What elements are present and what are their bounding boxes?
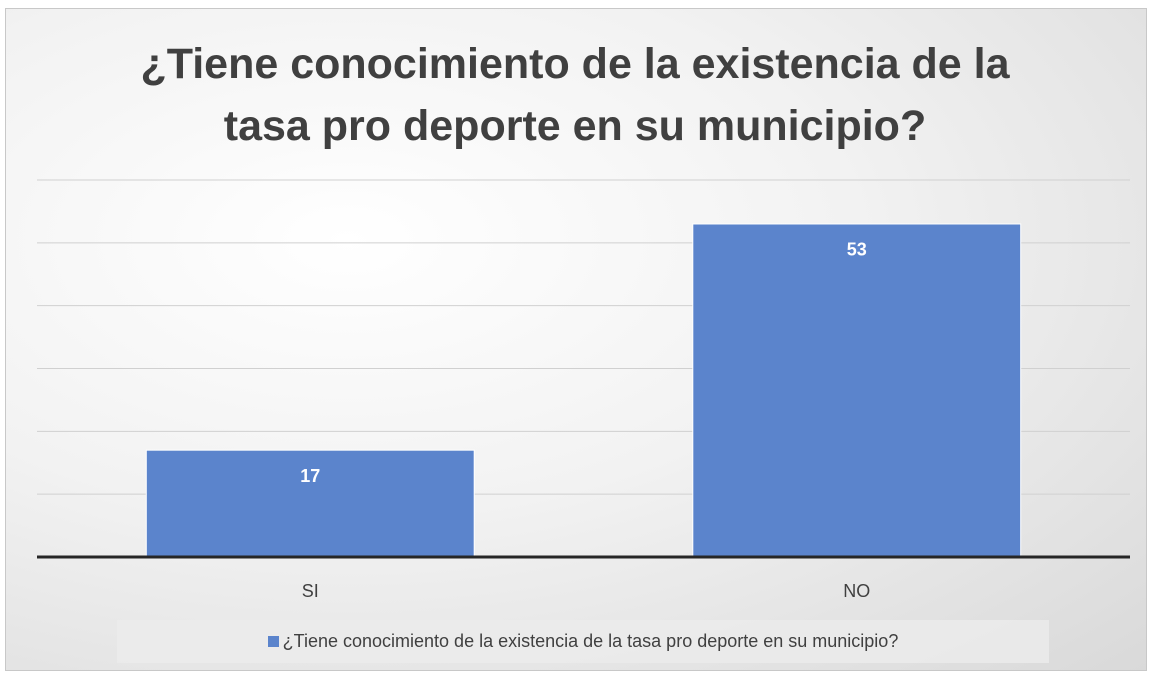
x-tick-label: SI [302,581,319,601]
data-label: 17 [300,466,320,486]
data-label: 53 [847,240,867,260]
legend: ¿Tiene conocimiento de la existencia de … [117,620,1049,663]
legend-label: ¿Tiene conocimiento de la existencia de … [282,631,899,651]
bar [692,223,1022,558]
bar [145,449,475,558]
legend-swatch [267,636,279,647]
x-tick-label: NO [843,581,870,601]
chart-title: ¿Tiene conocimiento de la existencia de … [140,40,1010,150]
